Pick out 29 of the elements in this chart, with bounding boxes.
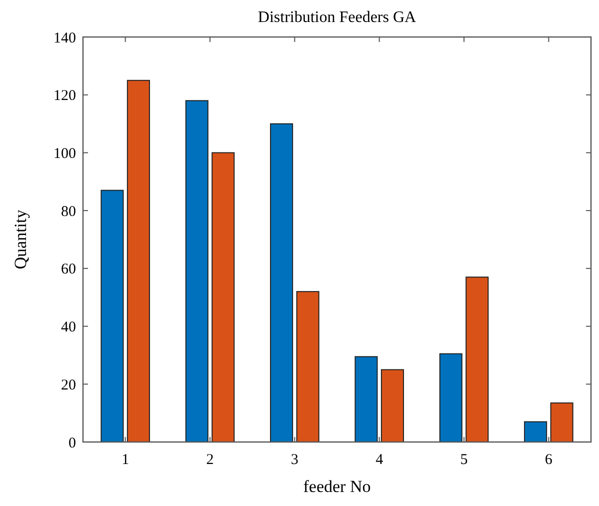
y-axis-title: Quantity — [11, 209, 30, 270]
x-tick-label: 4 — [376, 452, 384, 468]
y-tick-label: 20 — [61, 377, 76, 394]
x-axis-title: feeder No — [303, 477, 371, 496]
bar — [439, 353, 462, 442]
bar — [380, 369, 404, 442]
x-tick-label: 2 — [206, 452, 214, 468]
y-tick-label: 120 — [54, 88, 76, 104]
bar — [100, 190, 124, 442]
bar — [354, 356, 378, 442]
bar — [212, 152, 235, 442]
bar — [524, 421, 548, 442]
x-tick-label: 3 — [290, 452, 298, 468]
y-tick-label: 60 — [61, 262, 76, 278]
bar — [185, 100, 208, 442]
x-tick-label: 6 — [544, 452, 553, 468]
bar — [270, 123, 294, 442]
y-tick-label: 140 — [54, 30, 76, 46]
y-tick-label: 100 — [54, 146, 76, 162]
y-tick-label: 40 — [61, 320, 76, 336]
chart-title: Distribution Feeders GA — [258, 9, 417, 26]
x-tick-label: 5 — [460, 452, 468, 468]
y-tick-label: 0 — [68, 435, 76, 452]
bar — [550, 402, 574, 442]
y-tick-label: 80 — [61, 204, 76, 220]
bar — [296, 291, 320, 442]
x-tick-label: 1 — [122, 452, 130, 468]
bar — [126, 80, 150, 442]
bar — [466, 276, 489, 442]
